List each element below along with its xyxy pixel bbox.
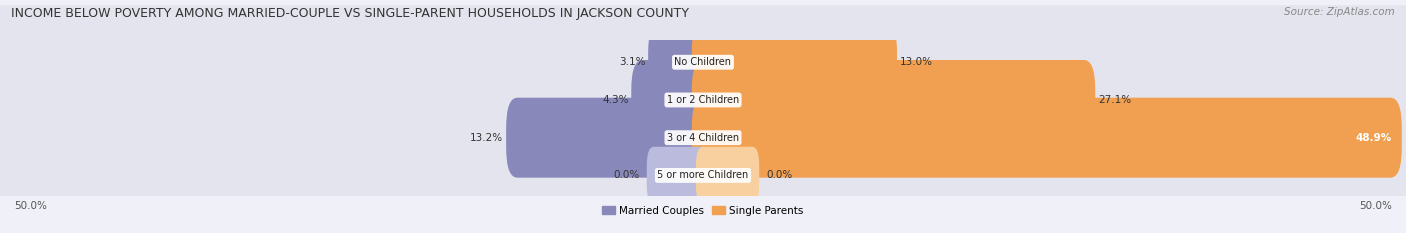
Text: 4.3%: 4.3% <box>602 95 628 105</box>
Legend: Married Couples, Single Parents: Married Couples, Single Parents <box>599 202 807 220</box>
FancyBboxPatch shape <box>506 98 714 178</box>
FancyBboxPatch shape <box>692 98 1402 178</box>
Text: 48.9%: 48.9% <box>1355 133 1392 143</box>
Text: 3.1%: 3.1% <box>619 57 645 67</box>
Text: 5 or more Children: 5 or more Children <box>658 170 748 180</box>
Text: 13.0%: 13.0% <box>900 57 932 67</box>
FancyBboxPatch shape <box>647 147 710 204</box>
Text: No Children: No Children <box>675 57 731 67</box>
Text: 1 or 2 Children: 1 or 2 Children <box>666 95 740 105</box>
FancyBboxPatch shape <box>631 60 714 140</box>
FancyBboxPatch shape <box>692 60 1095 140</box>
Text: Source: ZipAtlas.com: Source: ZipAtlas.com <box>1284 7 1395 17</box>
FancyBboxPatch shape <box>0 118 1406 232</box>
FancyBboxPatch shape <box>692 22 897 102</box>
Text: 50.0%: 50.0% <box>14 201 46 211</box>
FancyBboxPatch shape <box>648 22 714 102</box>
Text: 27.1%: 27.1% <box>1098 95 1132 105</box>
FancyBboxPatch shape <box>0 5 1406 119</box>
FancyBboxPatch shape <box>696 147 759 204</box>
Text: 13.2%: 13.2% <box>470 133 503 143</box>
Text: 3 or 4 Children: 3 or 4 Children <box>666 133 740 143</box>
Text: INCOME BELOW POVERTY AMONG MARRIED-COUPLE VS SINGLE-PARENT HOUSEHOLDS IN JACKSON: INCOME BELOW POVERTY AMONG MARRIED-COUPL… <box>11 7 689 20</box>
Text: 0.0%: 0.0% <box>766 170 793 180</box>
Text: 50.0%: 50.0% <box>1360 201 1392 211</box>
FancyBboxPatch shape <box>0 43 1406 157</box>
Text: 0.0%: 0.0% <box>613 170 640 180</box>
FancyBboxPatch shape <box>0 81 1406 195</box>
